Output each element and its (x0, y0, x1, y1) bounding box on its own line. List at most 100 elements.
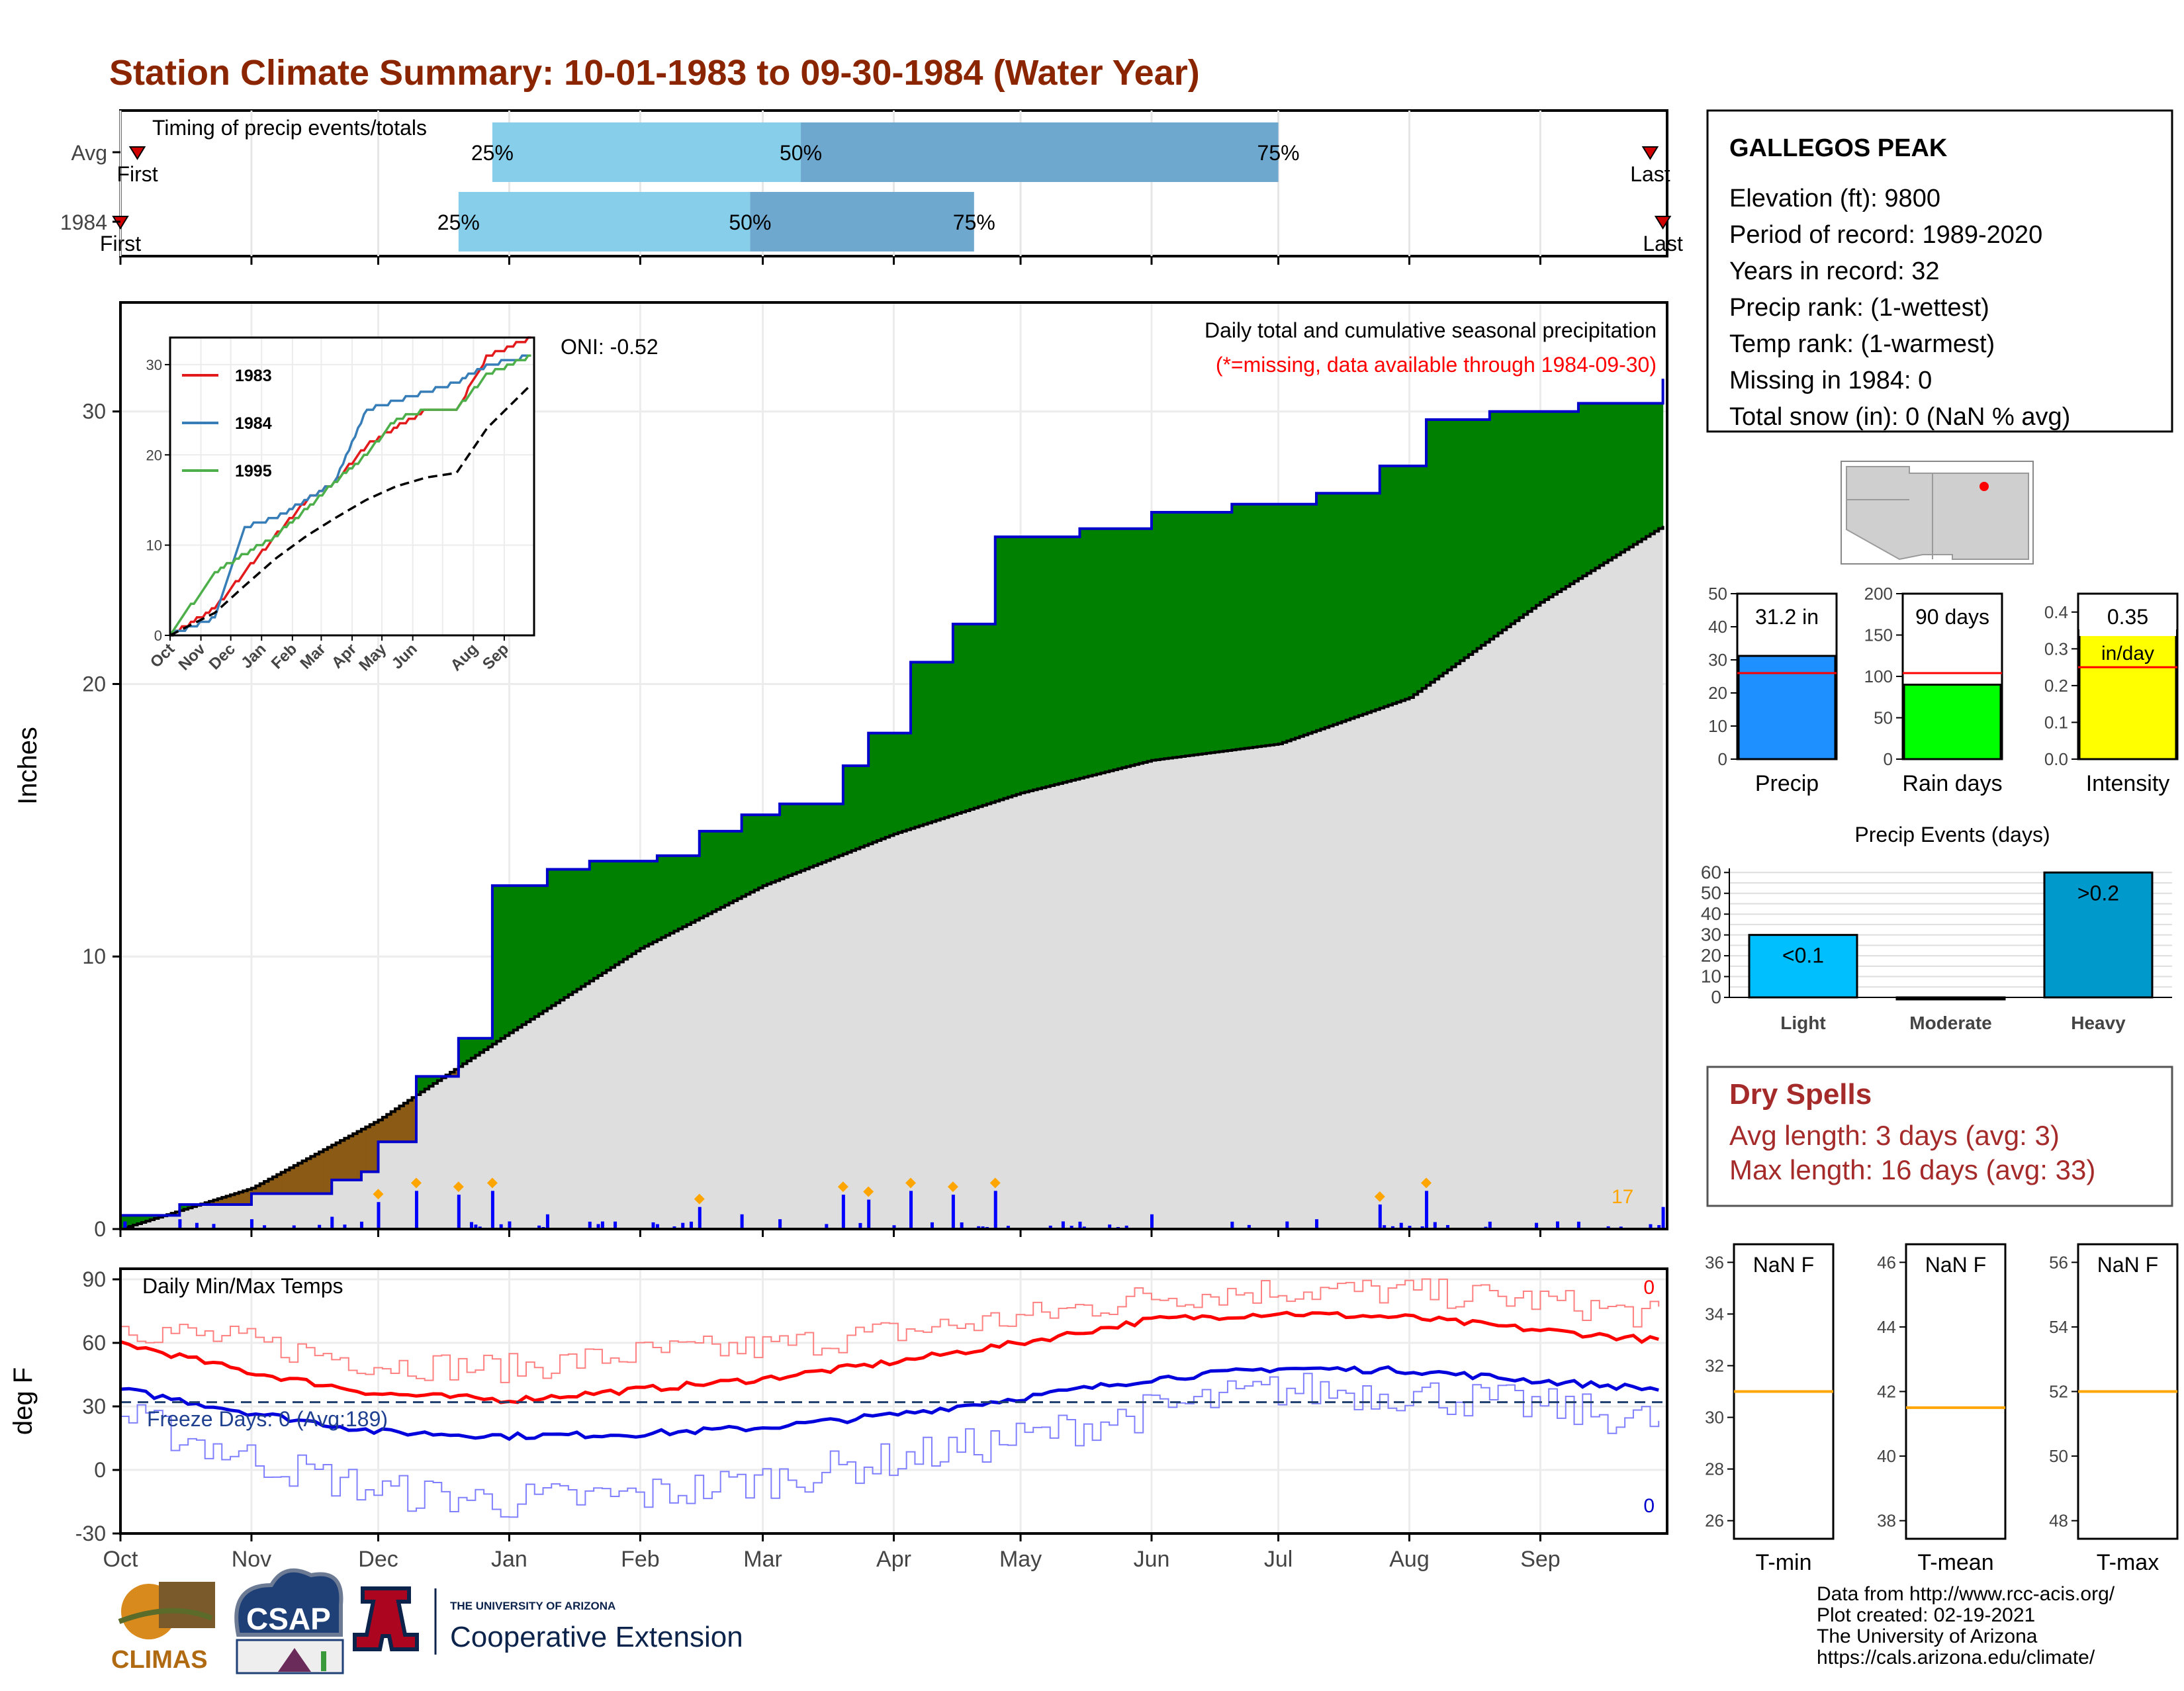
events-y-tick-label: 50 (1701, 883, 1721, 903)
above-normal-area (940, 662, 945, 819)
summary-value-box (1739, 595, 1835, 636)
above-normal-area (649, 861, 654, 944)
daily-precip-bar (1048, 1225, 1052, 1229)
above-normal-area (1439, 420, 1444, 676)
temps-y-tick-label: 90 (82, 1267, 106, 1291)
above-normal-area (897, 733, 903, 833)
above-normal-area (471, 1038, 476, 1058)
first-label: First (100, 232, 141, 255)
above-normal-area (1244, 504, 1250, 749)
above-normal-area (509, 886, 514, 1033)
tsum-y-tick-label: 42 (1877, 1382, 1896, 1402)
below-normal-area (306, 1158, 311, 1194)
below-normal-area (268, 1179, 273, 1194)
above-normal-area (1367, 493, 1372, 713)
below-normal-area (310, 1156, 316, 1194)
daily-precip-bar (993, 1191, 997, 1229)
tsum-y-tick-label: 48 (2049, 1511, 2068, 1531)
below-normal-area (319, 1152, 324, 1194)
above-normal-area (1527, 411, 1533, 612)
above-normal-area (1240, 504, 1246, 749)
month-label: Nov (232, 1547, 271, 1572)
daily-precip-bar (909, 1191, 913, 1229)
above-normal-area (1599, 403, 1604, 566)
above-normal-area (1185, 512, 1191, 756)
above-normal-area (496, 886, 502, 1042)
above-normal-area (1342, 493, 1347, 722)
above-normal-area (1354, 493, 1359, 717)
ua-cooperative-extension: Cooperative Extension (450, 1621, 743, 1653)
below-normal-area (251, 1188, 256, 1194)
above-normal-area (1586, 403, 1592, 574)
above-normal-area (1451, 420, 1457, 667)
above-normal-area (572, 869, 578, 992)
above-normal-area (661, 855, 666, 938)
last-label: Last (1643, 232, 1683, 255)
daily-precip-bar (292, 1225, 296, 1229)
daily-precip-bar (318, 1224, 322, 1229)
daily-precip-bar (178, 1219, 182, 1229)
daily-precip-bar (1230, 1221, 1234, 1229)
below-normal-area (243, 1191, 248, 1205)
above-normal-area (1109, 528, 1115, 771)
daily-precip-bar (614, 1221, 617, 1229)
above-normal-area (1067, 537, 1072, 782)
max-count: 0 (1643, 1277, 1655, 1299)
above-normal-area (1455, 420, 1461, 664)
month-label: Mar (743, 1547, 782, 1572)
above-normal-area (1003, 537, 1009, 799)
above-normal-area (957, 623, 962, 814)
above-normal-area (1269, 504, 1275, 745)
precip-y-label: Inches (13, 727, 42, 805)
below-normal-area (255, 1185, 261, 1194)
above-normal-area (741, 815, 747, 897)
above-normal-area (1363, 493, 1368, 714)
above-normal-area (1299, 504, 1304, 737)
daily-precip-bar (1315, 1219, 1319, 1229)
above-normal-area (479, 1038, 484, 1053)
above-normal-area (146, 1215, 151, 1222)
above-normal-area (1172, 512, 1177, 758)
last-event-marker (1654, 216, 1672, 230)
timing-q75-label: 75% (1257, 141, 1300, 165)
timing-label: Timing of precip events/totals (152, 116, 427, 140)
temps-label: Daily Min/Max Temps (142, 1274, 343, 1298)
above-normal-area (986, 623, 991, 804)
tsum-y-tick-label: 50 (2049, 1446, 2068, 1466)
credit-line: The University of Arizona (1817, 1625, 2038, 1647)
events-title: Precip Events (days) (1854, 823, 2050, 846)
freeze-days: Freeze Days: 0 (Avg:189) (147, 1407, 388, 1431)
dry-max: Max length: 16 days (avg: 33) (1729, 1154, 2095, 1185)
below-normal-area (247, 1189, 252, 1205)
above-normal-area (1143, 528, 1148, 762)
above-normal-area (1282, 504, 1287, 743)
below-normal-area (332, 1145, 337, 1180)
above-normal-area (1291, 504, 1296, 740)
above-normal-area (606, 861, 612, 970)
above-normal-area (686, 855, 692, 925)
above-normal-area (1219, 512, 1224, 752)
above-normal-area (1633, 403, 1638, 545)
below-normal-area (213, 1200, 218, 1205)
daily-precip-bar (414, 1191, 418, 1229)
inset-legend: 1983 1984 1995 (182, 367, 272, 480)
above-normal-area (716, 831, 721, 910)
above-normal-area (1329, 493, 1334, 726)
above-normal-area (860, 766, 865, 848)
daily-precip-bar (330, 1216, 334, 1229)
above-normal-area (1324, 493, 1330, 728)
above-normal-area (927, 662, 933, 823)
summary-y-tick-label: 20 (1708, 683, 1727, 703)
above-normal-area (1058, 537, 1064, 784)
inset-y-tick-label: 10 (146, 537, 162, 554)
above-normal-area (1295, 504, 1300, 739)
tsum-y-tick-label: 56 (2049, 1252, 2068, 1272)
above-normal-area (1193, 512, 1199, 755)
above-normal-area (1557, 411, 1562, 592)
daily-precip-bar (858, 1222, 862, 1229)
above-normal-area (1578, 403, 1583, 579)
above-normal-area (1392, 466, 1397, 704)
above-normal-area (589, 861, 594, 982)
station-info-box: GALLEGOS PEAK Elevation (ft): 9800 Period… (1706, 109, 2173, 433)
tsum-y-tick-label: 54 (2049, 1317, 2068, 1337)
